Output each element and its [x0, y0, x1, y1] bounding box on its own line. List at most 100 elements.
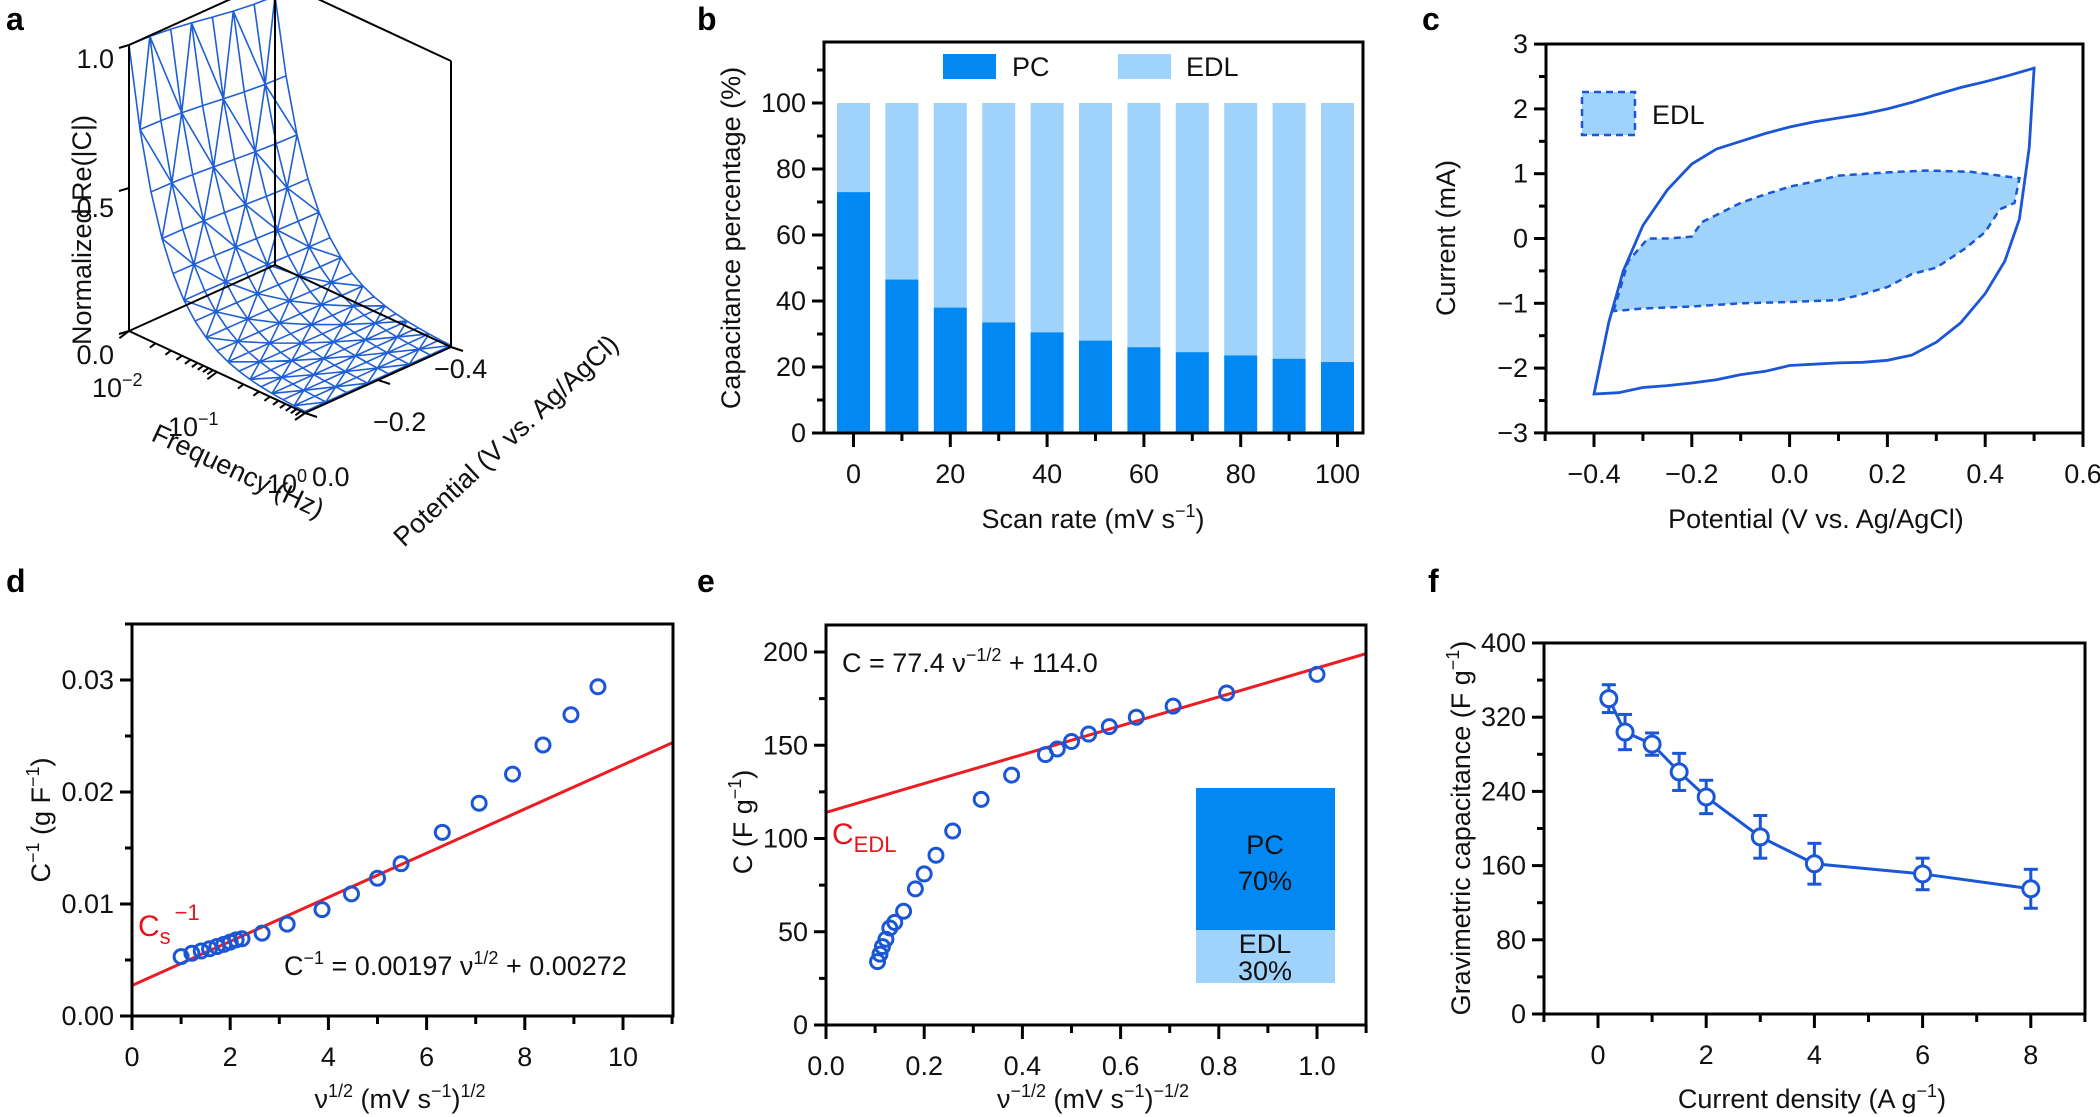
- y-axis-title: Current (mA): [1431, 160, 1461, 316]
- data-point: [927, 846, 945, 864]
- y-tick-label: 150: [763, 730, 808, 760]
- bar-edl: [1175, 103, 1209, 353]
- x-axis-title: Potential (V vs. Ag/AgCl): [1668, 504, 1964, 534]
- x-tick-label: 0.2: [1869, 459, 1907, 489]
- bar-pc: [1175, 352, 1209, 433]
- data-point: [369, 869, 386, 887]
- panel-d-scatter-plot: 0.00 0.01 0.02 0.03 0 2 4 6 8 10 Cs−1 C−1 = 0.001…: [23, 622, 675, 1114]
- axis-ticks: 0 20 40 60 80 100 0 20 40 60 80 100: [761, 68, 1360, 489]
- legend-swatch-edl: [1118, 54, 1171, 79]
- freq-tick: [252, 390, 260, 397]
- bar-edl: [1224, 103, 1258, 356]
- y-axis-title: C−1 (g F−1): [23, 757, 56, 882]
- x-tick-label: 0.0: [1771, 459, 1809, 489]
- data-point: [253, 924, 271, 942]
- panel-letter-c: c: [1422, 1, 1440, 37]
- bar-pc: [1272, 358, 1306, 433]
- y-tick-label: 80: [1496, 925, 1526, 955]
- y-tick-label: 3: [1513, 29, 1528, 59]
- bar-pc: [1079, 340, 1112, 433]
- x-tick-label: 4: [1807, 1040, 1822, 1070]
- x-axis-title: ν1/2 (mV s−1)1/2: [314, 1081, 485, 1114]
- bar-edl: [1030, 103, 1064, 333]
- plot-frame: [130, 622, 675, 1018]
- y-tick-label: 0: [1511, 999, 1526, 1029]
- freq-tick: [279, 403, 287, 409]
- data-point: [1080, 725, 1098, 743]
- data-point: [1642, 734, 1662, 754]
- data-point: [1048, 740, 1066, 758]
- y-tick-label: 240: [1481, 776, 1526, 806]
- x-tick-label: 60: [1129, 459, 1159, 489]
- bar-edl: [837, 103, 870, 193]
- freq-tick: [263, 395, 271, 402]
- panel-letter-b: b: [697, 1, 717, 37]
- x-tick-label: 100: [1315, 459, 1360, 489]
- y-tick-label: −2: [1497, 353, 1528, 383]
- y-tick-label: 0.03: [61, 665, 114, 695]
- potential-tick: [450, 346, 464, 352]
- plot-area: [132, 678, 673, 987]
- data-point: [342, 885, 360, 903]
- x-axis-title: ν−1/2 (mV s−1)−1/2: [997, 1081, 1189, 1114]
- x-tick-label: 0: [1590, 1040, 1605, 1070]
- data-points: [172, 678, 607, 966]
- inset-edl-label: EDL: [1239, 929, 1292, 959]
- legend-swatch-pc: [943, 54, 996, 79]
- x-tick-label: 8: [2023, 1040, 2038, 1070]
- y-tick-label: −3: [1497, 418, 1528, 448]
- potential-tick-label: −0.2: [373, 407, 426, 437]
- y-tick-label: 80: [776, 154, 806, 184]
- freq-tick: [206, 369, 214, 376]
- bar-edl: [1079, 103, 1112, 341]
- data-point: [1127, 708, 1145, 726]
- fit-equation: C−1 = 0.00197 ν1/2 + 0.00272: [284, 948, 627, 981]
- potential-tick: [304, 412, 318, 418]
- data-point: [915, 865, 933, 883]
- x-tick-label: 0.4: [1004, 1051, 1042, 1081]
- freq-tick: [164, 349, 172, 356]
- data-point: [233, 930, 251, 948]
- panel-letter-d: d: [6, 563, 26, 599]
- data-point: [1599, 689, 1619, 709]
- freq-tick-label: 10−1: [168, 409, 219, 442]
- freq-tick: [294, 412, 306, 421]
- x-tick-label: 6: [419, 1042, 434, 1072]
- x-axis-title: Current density (A g−1): [1678, 1081, 1946, 1114]
- z-tick-label: 0.5: [76, 193, 114, 223]
- plot-frame: [822, 40, 1365, 435]
- surface-mesh: [128, 0, 452, 413]
- bar-pc: [982, 322, 1016, 433]
- data-point: [1615, 722, 1635, 742]
- bar-pc: [933, 307, 967, 433]
- x-tick-label: −0.2: [1665, 459, 1718, 489]
- data-point: [1696, 787, 1716, 807]
- freq-tick: [149, 342, 157, 349]
- x-tick-label: 10: [608, 1042, 638, 1072]
- data-point: [1669, 762, 1689, 782]
- panel-letter-f: f: [1428, 563, 1439, 599]
- plot-frame: [1542, 641, 2087, 1016]
- y-tick-label: 0: [1513, 224, 1528, 254]
- inset-pc-label: PC: [1246, 830, 1284, 860]
- panel-f-line-plot: 0 80 160 240 320 400 0 2 4 6 8 Gravimetric capacit…: [1443, 628, 2087, 1114]
- data-point: [1003, 766, 1021, 784]
- bar-pc: [1127, 347, 1161, 433]
- fit-equation: C = 77.4 ν−1/2 + 114.0: [842, 645, 1098, 678]
- panel-a-surface-plot: 1.0 0.5 0.0 10−2 10−1 100 0.0 −0.2 −0.4 …: [67, 0, 624, 552]
- panel-letter-e: e: [697, 563, 715, 599]
- x-tick-label: 2: [223, 1042, 238, 1072]
- x-tick-label: 0.0: [807, 1051, 845, 1081]
- x-tick-label: −0.4: [1567, 459, 1620, 489]
- bar-pc: [1030, 332, 1064, 433]
- bar-pc: [837, 192, 870, 433]
- axis-ticks: −3 −2 −1 0 1 2 3 −0.4 −0.2 0.0 0.2 0.4 0.6: [1497, 29, 2100, 489]
- x-tick-label: 0.4: [1966, 459, 2004, 489]
- x-tick-label: 1.0: [1298, 1051, 1336, 1081]
- bar-edl: [1127, 103, 1161, 348]
- bar-edl: [1272, 103, 1306, 359]
- data-point: [1218, 684, 1236, 702]
- freq-tick: [118, 330, 130, 340]
- data-point: [1164, 697, 1182, 715]
- freq-tick: [285, 405, 292, 412]
